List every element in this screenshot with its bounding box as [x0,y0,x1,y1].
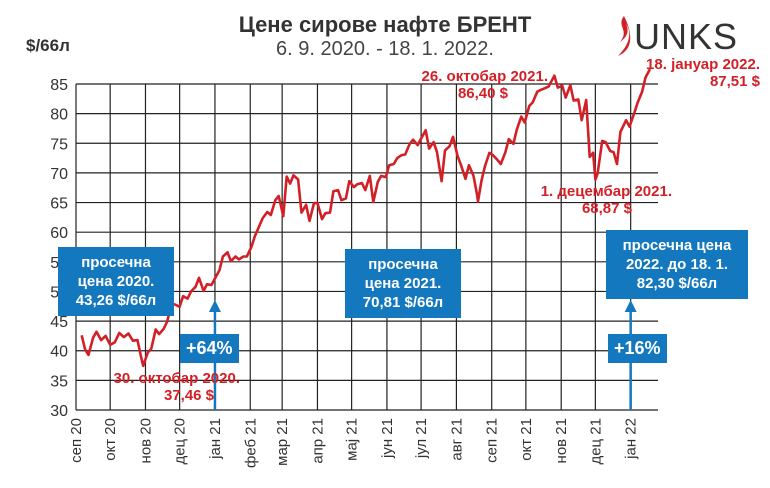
unks-logo: UNKS [612,14,752,58]
box-line: цена 2020. [77,273,155,290]
average-2021-box: просечна цена 2021. 70,81 $/66л [345,249,461,318]
change-2022-badge: +16% [608,334,667,363]
x-tick-label: дец 21 [587,418,604,465]
x-tick-label: јан 21 [207,418,224,460]
y-tick-label: 35 [50,373,68,390]
x-tick-label: феб 21 [242,418,259,468]
y-tick-label: 70 [50,166,68,183]
box-line: просечна [368,256,438,273]
box-line: 2022. до 18. 1. [625,256,729,273]
annotation-date: 18. јануар 2022. [646,56,760,73]
change-2021-badge: +64% [180,334,239,363]
y-tick-label: 85 [50,77,68,94]
x-tick-label: окт 20 [102,418,119,461]
average-2020-box: просечна цена 2020. 43,26 $/66л [58,247,174,316]
y-tick-label: 65 [50,196,68,213]
annotation-date: 30. октобар 2020. [113,370,240,387]
change-arrow-head [208,300,221,312]
x-tick-label: мај 21 [344,418,361,461]
y-tick-label: 40 [50,344,68,361]
y-tick-label: 30 [50,403,68,420]
x-tick-label: авг 21 [448,418,465,461]
x-tick-label: сеп 20 [68,418,85,463]
box-line: 82,30 $/66л [636,275,718,292]
x-tick-label: јул 21 [413,418,430,459]
x-tick-label: јан 22 [623,418,640,460]
x-tick-label: нов 20 [137,418,154,463]
annotation-min-2020: 30. октобар 2020. 37,46 $ [88,370,240,404]
x-tick-label: окт 21 [518,418,535,461]
box-line: 43,26 $/66л [75,292,157,309]
annotation-peak-oct-2021: 26. октобар 2021. 86,40 $ [398,68,548,102]
x-tick-label: апр 21 [309,418,326,464]
y-tick-label: 45 [50,314,68,331]
x-tick-label: мар 21 [274,418,291,466]
box-line: просечна цена [622,237,732,254]
y-tick-label: 80 [50,107,68,124]
annotation-value: 37,46 $ [163,387,215,404]
box-line: цена 2021. [364,275,442,292]
x-tick-labels: сеп 20 окт 20 нов 20 дец 20 јан 21 феб 21 мар … [68,418,640,468]
flame-icon [618,16,631,56]
annotation-date: 26. октобар 2021. [421,68,548,85]
annotation-value: 87,51 $ [709,73,760,90]
annotation-value: 68,87 $ [581,200,632,217]
average-2022-box: просечна цена 2022. до 18. 1. 82,30 $/66… [606,230,748,299]
price-series [80,68,652,368]
y-tick-label: 60 [50,225,68,242]
chart-title: Цене сирове нафте БРЕНТ [238,12,532,37]
price-line [80,68,652,368]
x-tick-label: сеп 21 [484,418,501,463]
logo-text: UNKS [634,16,739,57]
change-arrow-head [624,300,637,312]
x-tick-label: дец 20 [172,418,189,465]
chart-subtitle: 6. 9. 2020. - 18. 1. 2022. [276,38,494,60]
x-tick-label: јун 21 [379,418,396,459]
annotation-dip-dec-2021: 1. децембар 2021. 68,87 $ [522,183,672,217]
annotation-date: 1. децембар 2021. [540,183,672,200]
y-tick-label: 75 [50,136,68,153]
box-line: просечна [81,254,151,271]
box-line: 70,81 $/66л [362,294,444,311]
y-axis-unit: $/66л [26,36,70,55]
annotation-last-jan-2022: 18. јануар 2022. 87,51 $ [630,56,760,90]
annotation-value: 86,40 $ [457,85,508,102]
x-tick-label: нов 21 [553,418,570,463]
